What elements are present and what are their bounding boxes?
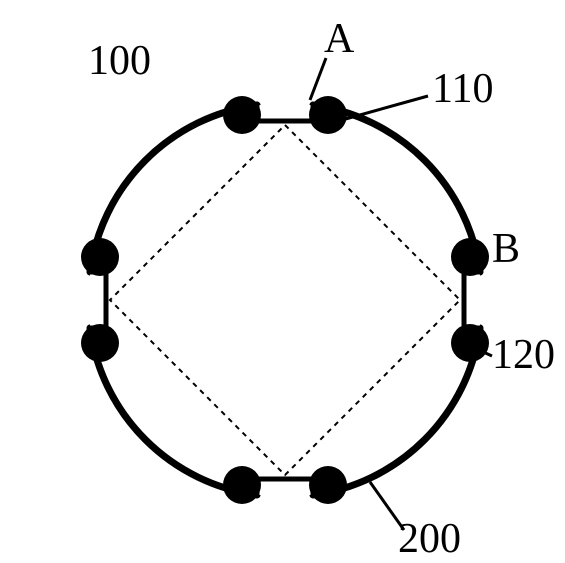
label-110: 110 [432,66,493,112]
port-dot [309,96,347,134]
port-dot [451,324,489,362]
leader-line [342,96,428,120]
label-A: A [324,16,355,62]
leader-line [310,58,326,100]
port-dot [81,238,119,276]
notch [257,105,313,121]
label-B: B [492,226,520,272]
inner-diamond [110,125,460,475]
label-120: 120 [492,332,555,378]
port-dot [309,466,347,504]
label-100: 100 [88,38,151,84]
port-dot [81,324,119,362]
label-200: 200 [398,516,461,562]
port-dot [223,96,261,134]
notch [90,272,106,328]
notch [257,479,313,495]
notch [464,272,480,328]
port-dot [223,466,261,504]
